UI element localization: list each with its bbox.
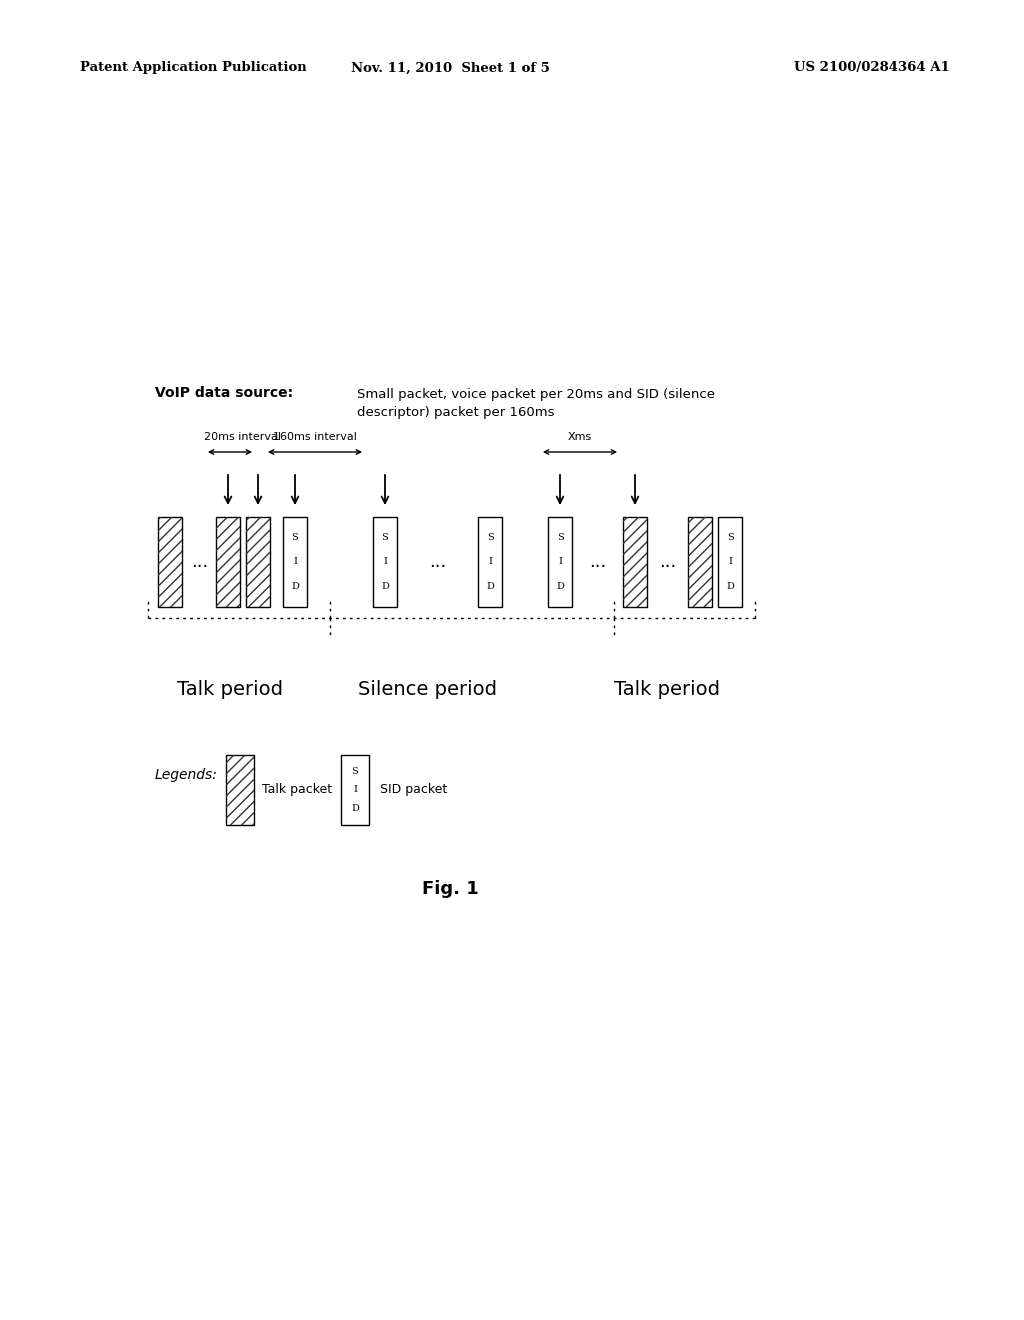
Text: I: I — [353, 785, 357, 795]
Bar — [226, 755, 254, 825]
Bar — [548, 517, 572, 607]
Text: D: D — [351, 804, 359, 813]
Text: I: I — [488, 557, 492, 566]
Bar — [158, 517, 182, 607]
Text: Fig. 1: Fig. 1 — [422, 880, 478, 898]
Bar — [623, 517, 647, 607]
Text: ...: ... — [659, 553, 677, 572]
Bar — [246, 517, 270, 607]
Bar — [623, 517, 647, 607]
Bar — [158, 517, 182, 607]
Text: 20ms interval: 20ms interval — [204, 432, 281, 442]
Text: Silence period: Silence period — [358, 680, 498, 700]
Text: S: S — [727, 533, 733, 543]
Text: S: S — [557, 533, 563, 543]
Text: ...: ... — [590, 553, 606, 572]
Text: S: S — [351, 767, 358, 776]
Text: S: S — [292, 533, 298, 543]
Text: I: I — [558, 557, 562, 566]
Text: VoIP data source:: VoIP data source: — [155, 385, 293, 400]
Text: D: D — [726, 582, 734, 591]
Bar — [216, 517, 240, 607]
Bar — [226, 755, 254, 825]
Text: Legends:: Legends: — [155, 768, 218, 781]
Text: I: I — [383, 557, 387, 566]
Text: I: I — [728, 557, 732, 566]
Bar — [283, 517, 307, 607]
Text: Xms: Xms — [568, 432, 592, 442]
Text: SID packet: SID packet — [380, 784, 447, 796]
Text: US 2100/0284364 A1: US 2100/0284364 A1 — [795, 62, 950, 74]
Text: D: D — [486, 582, 494, 591]
Text: Patent Application Publication: Patent Application Publication — [80, 62, 307, 74]
Text: Talk period: Talk period — [614, 680, 720, 700]
Text: ...: ... — [429, 553, 446, 572]
Bar — [246, 517, 270, 607]
Text: D: D — [291, 582, 299, 591]
Text: Nov. 11, 2010  Sheet 1 of 5: Nov. 11, 2010 Sheet 1 of 5 — [350, 62, 550, 74]
Bar — [216, 517, 240, 607]
Text: Talk period: Talk period — [177, 680, 283, 700]
Text: Small packet, voice packet per 20ms and SID (silence
descriptor) packet per 160m: Small packet, voice packet per 20ms and … — [357, 388, 715, 418]
Bar — [688, 517, 712, 607]
Text: S: S — [382, 533, 388, 543]
Text: Talk packet: Talk packet — [262, 784, 332, 796]
Bar — [373, 517, 397, 607]
Text: D: D — [556, 582, 564, 591]
Text: D: D — [381, 582, 389, 591]
Text: 160ms interval: 160ms interval — [273, 432, 357, 442]
Text: I: I — [293, 557, 297, 566]
Bar — [341, 755, 369, 825]
Bar — [478, 517, 502, 607]
Text: S: S — [486, 533, 494, 543]
Text: ...: ... — [191, 553, 209, 572]
Bar — [688, 517, 712, 607]
Bar — [718, 517, 742, 607]
